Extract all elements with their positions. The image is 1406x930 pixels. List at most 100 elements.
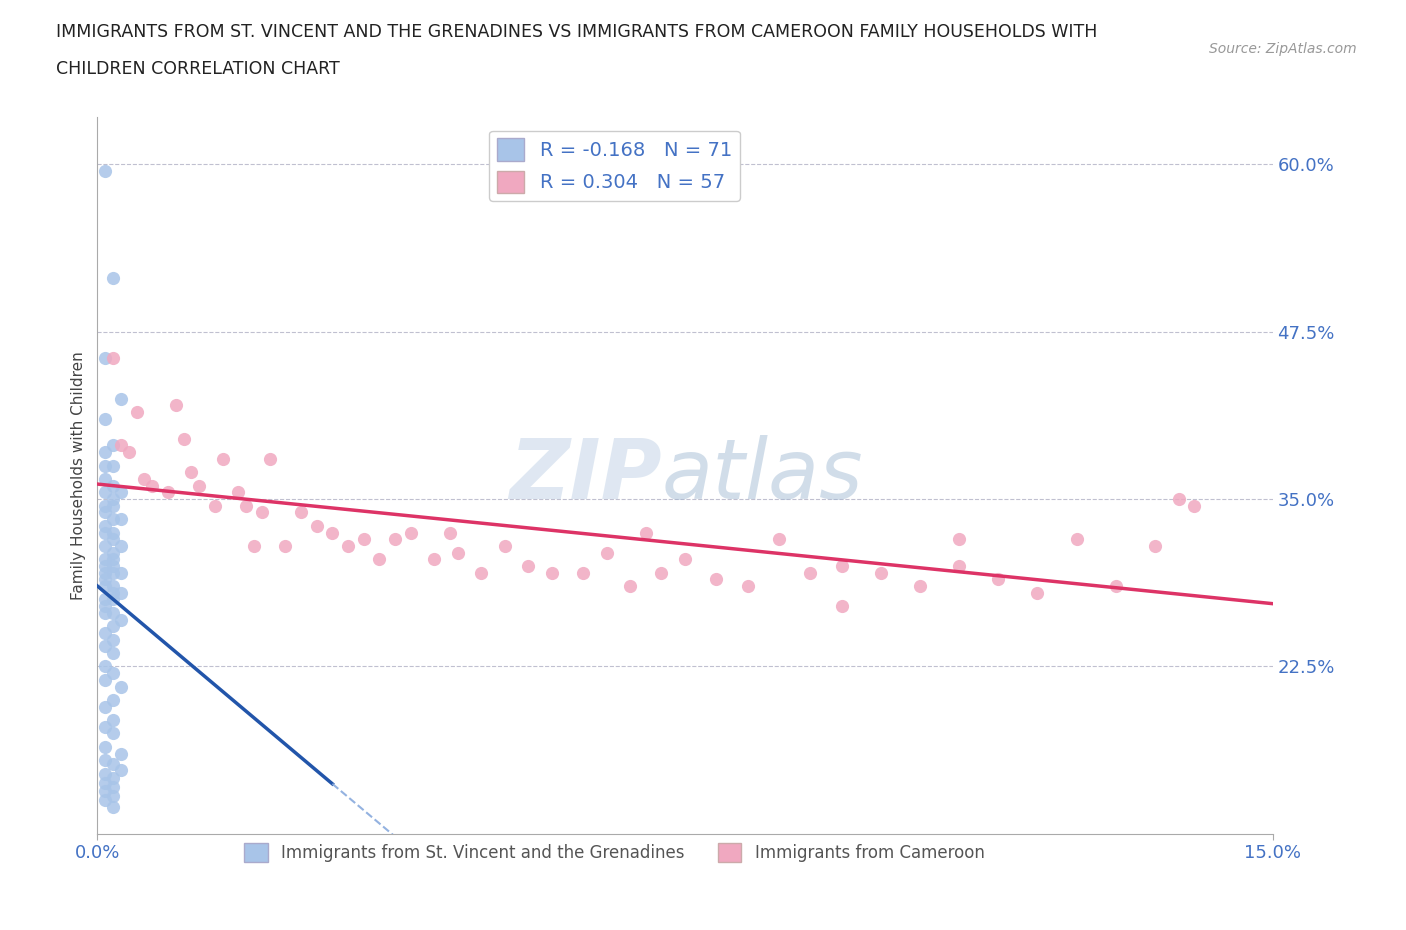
Point (94, 578, 117, 593)
Point (94, 605, 117, 620)
Y-axis label: Family Households with Children: Family Households with Children (72, 352, 86, 600)
Point (595, 545, 617, 560)
Point (94, 626, 117, 641)
Point (94, 458, 117, 473)
Point (110, 538, 132, 553)
Point (173, 432, 195, 446)
Point (125, 405, 148, 419)
Legend: Immigrants from St. Vincent and the Grenadines, Immigrants from Cameroon: Immigrants from St. Vincent and the Gren… (238, 836, 991, 869)
Text: ZIP: ZIP (509, 435, 661, 516)
Point (110, 485, 132, 499)
Point (948, 559, 970, 574)
Point (101, 532, 124, 547)
Point (259, 451, 281, 466)
Point (94, 472, 117, 486)
Point (399, 525, 422, 540)
Point (101, 551, 124, 566)
Point (368, 551, 391, 566)
Point (180, 465, 202, 480)
Point (101, 578, 124, 593)
Point (94, 559, 117, 574)
Point (243, 538, 266, 553)
Point (101, 632, 124, 647)
Point (94, 793, 117, 808)
Point (908, 578, 931, 593)
Point (110, 746, 132, 761)
Point (470, 565, 492, 580)
Point (204, 498, 226, 513)
Point (673, 551, 696, 566)
Point (101, 545, 124, 560)
Point (94, 551, 117, 566)
Point (110, 763, 132, 777)
Point (101, 712, 124, 727)
Point (110, 512, 132, 526)
Point (94, 498, 117, 513)
Point (101, 757, 124, 772)
Text: IMMIGRANTS FROM ST. VINCENT AND THE GRENADINES VS IMMIGRANTS FROM CAMEROON FAMIL: IMMIGRANTS FROM ST. VINCENT AND THE GREN… (56, 23, 1098, 41)
Point (101, 770, 124, 785)
Point (94, 752, 117, 767)
Point (94, 538, 117, 553)
Point (94, 719, 117, 734)
Point (118, 445, 141, 459)
Point (447, 545, 470, 560)
Point (439, 525, 461, 540)
Point (948, 532, 970, 547)
Point (94, 445, 117, 459)
Point (94, 639, 117, 654)
Point (211, 451, 233, 466)
Point (517, 559, 540, 574)
Point (94, 599, 117, 614)
Point (101, 565, 124, 580)
Point (94, 411, 117, 426)
Point (101, 666, 124, 681)
Point (831, 599, 853, 614)
Point (110, 679, 132, 694)
Point (94, 164, 117, 179)
Point (353, 532, 375, 547)
Point (101, 458, 124, 473)
Point (1066, 532, 1088, 547)
Point (94, 518, 117, 533)
Point (101, 525, 124, 540)
Point (101, 512, 124, 526)
Point (101, 618, 124, 633)
Point (274, 538, 297, 553)
Point (704, 572, 727, 587)
Point (101, 726, 124, 741)
Text: CHILDREN CORRELATION CHART: CHILDREN CORRELATION CHART (56, 60, 340, 78)
Point (572, 565, 595, 580)
Point (110, 612, 132, 627)
Point (101, 478, 124, 493)
Point (94, 565, 117, 580)
Point (94, 659, 117, 674)
Point (101, 498, 124, 513)
Point (101, 559, 124, 574)
Point (165, 398, 187, 413)
Point (110, 585, 132, 600)
Point (94, 525, 117, 540)
Point (384, 532, 406, 547)
Point (101, 592, 124, 607)
Point (1143, 538, 1166, 553)
Point (831, 559, 853, 574)
Point (94, 572, 117, 587)
Point (110, 392, 132, 406)
Point (1167, 492, 1189, 507)
Point (94, 485, 117, 499)
Point (768, 532, 790, 547)
Point (101, 492, 124, 507)
Point (235, 498, 257, 513)
Point (337, 538, 360, 553)
Text: atlas: atlas (661, 435, 863, 516)
Point (94, 739, 117, 754)
Point (110, 438, 132, 453)
Point (94, 776, 117, 790)
Point (101, 693, 124, 708)
Point (250, 505, 273, 520)
Text: Source: ZipAtlas.com: Source: ZipAtlas.com (1209, 42, 1357, 56)
Point (494, 538, 516, 553)
Point (321, 525, 343, 540)
Point (290, 505, 312, 520)
